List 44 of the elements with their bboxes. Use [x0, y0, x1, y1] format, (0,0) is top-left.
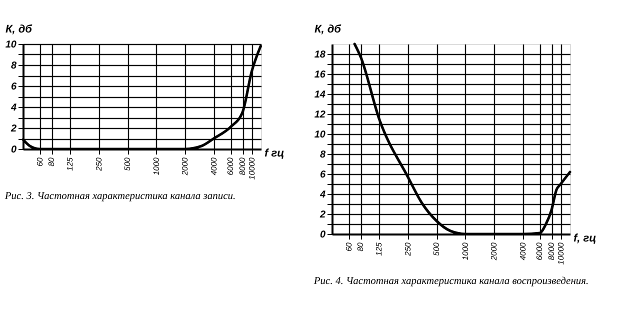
x-tick-label: 4000 — [209, 156, 218, 176]
y-tick-label: 2 — [318, 210, 326, 220]
y-tick-label: 10 — [5, 40, 17, 50]
y-tick-label: 12 — [314, 110, 326, 120]
x-tick-label: 1000 — [152, 156, 161, 176]
text: Рис. 3. Частотная характеристика канала записи. — [4, 191, 236, 202]
x-tick-label: 80 — [356, 242, 366, 252]
y-axis-title: К, дб — [6, 24, 34, 36]
x-axis-title: f, гц — [574, 232, 596, 244]
x-tick-label: 250 — [403, 242, 412, 257]
x-axis-title: f гц — [264, 148, 284, 160]
y-tick-label: 18 — [314, 50, 326, 60]
x-tick-label: 6000 — [226, 156, 236, 176]
y-tick-label: 0 — [320, 230, 326, 240]
x-tick-label: 60 — [35, 156, 44, 166]
x-tick-label: 125 — [66, 156, 75, 171]
y-tick-label: 16 — [314, 70, 326, 80]
text: Рис. 4. Частотная характеристика канала воспроизведения. — [312, 276, 589, 288]
y-tick-label: 8 — [10, 60, 17, 72]
y-tick-label: 0 — [10, 144, 17, 156]
x-tick-label: 500 — [432, 242, 442, 256]
x-tick-label: 2000 — [180, 156, 190, 176]
y-tick-label: 2 — [10, 124, 17, 134]
y-tick-label: 14 — [314, 90, 326, 100]
y-tick-label: 6 — [10, 82, 17, 92]
y-axis-title: К, дб — [314, 24, 342, 36]
x-tick-label: 80 — [47, 156, 56, 166]
y-tick-label: 4 — [10, 102, 17, 114]
y-tick-label: 6 — [320, 170, 326, 180]
y-tick-label: 8 — [320, 150, 326, 160]
y-tick-label: 10 — [314, 130, 326, 140]
x-tick-label: 250 — [94, 156, 104, 172]
x-tick-label: 125 — [374, 242, 384, 256]
x-tick-label: 4000 — [518, 242, 528, 260]
x-tick-label: 8000 — [238, 156, 248, 176]
x-tick-label: 8000 — [547, 242, 556, 260]
x-tick-label: 2000 — [490, 242, 499, 262]
x-tick-label: 500 — [123, 156, 132, 171]
x-tick-label: 6000 — [535, 242, 544, 260]
x-tick-label: 10000 — [556, 242, 566, 265]
x-tick-label: 1000 — [460, 242, 470, 260]
x-tick-label: 60 — [344, 242, 354, 252]
x-tick-label: 10000 — [247, 156, 256, 180]
y-tick-label: 4 — [318, 190, 326, 200]
